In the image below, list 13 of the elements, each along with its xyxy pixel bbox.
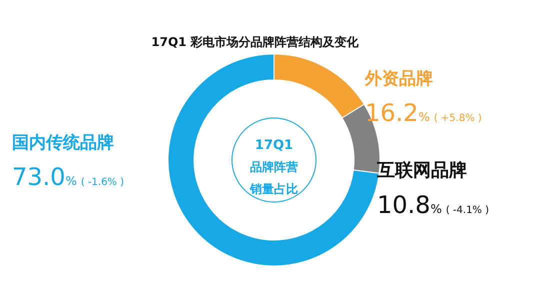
- data-label: 16.2%: [365, 99, 430, 127]
- text: ( -4.1% ): [446, 205, 490, 216]
- text: ( +5.8% ): [434, 113, 482, 124]
- chart-title: 17Q1 彩电市场分品牌阵营结构及变化: [151, 35, 360, 49]
- text: ( -1.6% ): [80, 177, 124, 188]
- slice-label: 国内传统品牌: [12, 133, 114, 153]
- slice-label: 外资品牌: [364, 69, 433, 89]
- text: 17Q1: [254, 138, 294, 153]
- data-label: 73.0%: [12, 163, 77, 191]
- data-label: 10.8%: [377, 191, 442, 219]
- slice-label: 互联网品牌: [376, 160, 467, 181]
- text: 品牌阵营: [250, 160, 298, 174]
- text: 销量占比: [249, 182, 298, 196]
